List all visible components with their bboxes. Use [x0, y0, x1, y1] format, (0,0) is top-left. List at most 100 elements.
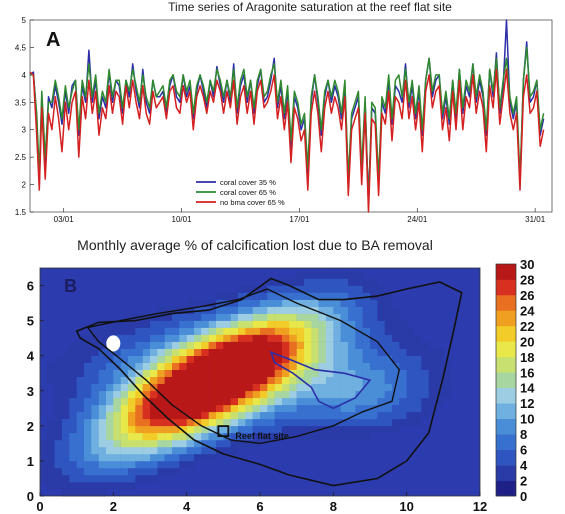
heat-cell	[340, 390, 349, 399]
heat-cell	[238, 327, 246, 335]
heat-cell	[252, 355, 261, 363]
heat-cell	[186, 404, 195, 413]
heat-cell	[76, 355, 85, 363]
heat-cell	[135, 383, 143, 392]
blue-contour	[269, 350, 372, 410]
heat-cell	[377, 299, 385, 307]
heat-cell	[208, 439, 217, 448]
heat-cell	[296, 306, 305, 314]
heat-cell	[370, 285, 378, 293]
heat-cell	[362, 278, 371, 286]
heat-cell	[267, 376, 275, 384]
colorbar-tick-label: 8	[520, 427, 527, 442]
heat-cell	[377, 313, 385, 321]
heat-cell	[348, 418, 356, 427]
heat-cell	[157, 425, 165, 434]
y-tick-label: 1.5	[15, 208, 27, 217]
heat-cell	[164, 460, 173, 469]
heat-cell	[98, 460, 107, 469]
heat-cell	[267, 425, 275, 434]
heat-cell	[201, 404, 209, 413]
heat-cell	[399, 362, 407, 370]
heat-cell	[223, 446, 231, 455]
heat-cell	[194, 383, 202, 392]
heat-cell	[142, 334, 151, 342]
heat-cell	[142, 439, 151, 448]
heat-cell	[230, 446, 239, 455]
heat-cell	[274, 320, 283, 328]
heat-cell	[230, 390, 239, 399]
heat-cell	[194, 397, 202, 406]
heat-cell	[150, 425, 158, 434]
heat-cell	[260, 397, 268, 406]
heat-cell	[76, 397, 85, 406]
heat-cell	[47, 439, 55, 448]
heat-cell	[194, 369, 202, 377]
heat-cell	[326, 299, 334, 307]
heat-cell	[186, 348, 195, 356]
heat-cell	[304, 397, 312, 406]
heat-cell	[91, 376, 99, 384]
heat-cell	[436, 348, 444, 356]
heat-cell	[340, 334, 349, 342]
heat-cell	[252, 411, 261, 420]
y-tick-label: 4	[22, 71, 27, 80]
heat-cell	[289, 299, 297, 307]
heat-cell	[238, 348, 246, 356]
heat-cell	[414, 355, 422, 363]
heat-cell	[238, 362, 246, 370]
heat-cell	[238, 320, 246, 328]
heat-cell	[260, 383, 268, 392]
heat-cell	[245, 390, 253, 399]
heat-cell	[252, 292, 261, 300]
heat-cell	[296, 313, 305, 321]
heat-cell	[296, 376, 305, 384]
heat-cell	[267, 390, 275, 399]
heat-cell	[318, 390, 327, 399]
heat-cell	[340, 432, 349, 441]
heat-cell	[106, 362, 114, 370]
heat-cell	[333, 390, 341, 399]
heat-cell	[267, 411, 275, 420]
heat-cell	[128, 397, 136, 406]
heat-cell	[267, 397, 275, 406]
heat-cell	[392, 390, 400, 399]
heat-cell	[47, 467, 55, 476]
series-line-3	[29, 68, 545, 213]
heat-cell	[230, 425, 239, 434]
heat-cell	[326, 411, 334, 420]
heat-cell	[384, 292, 393, 300]
heat-cell	[414, 390, 422, 399]
heat-cell	[150, 467, 158, 476]
heat-cell	[274, 362, 283, 370]
heat-cell	[150, 446, 158, 455]
heat-cell	[98, 376, 107, 384]
heat-cell	[150, 475, 158, 483]
heat-cell	[223, 390, 231, 399]
heat-cell	[304, 278, 312, 286]
heat-cell	[40, 446, 48, 455]
colorbar-tick-label: 16	[520, 365, 534, 380]
heat-cell	[333, 425, 341, 434]
heat-cell	[223, 313, 231, 321]
heat-cell	[392, 341, 400, 349]
heat-cell	[98, 355, 107, 363]
heat-cell	[84, 369, 92, 377]
heat-cell	[370, 390, 378, 399]
heat-cell	[304, 376, 312, 384]
heat-cell	[289, 278, 297, 286]
heat-cell	[208, 404, 217, 413]
heat-cell	[289, 341, 297, 349]
heat-cell	[348, 425, 356, 434]
heat-cell	[62, 418, 70, 427]
heat-cell	[370, 348, 378, 356]
heat-cell	[260, 341, 268, 349]
heat-cell	[289, 306, 297, 314]
heat-cell	[76, 439, 85, 448]
heat-cell	[326, 271, 334, 279]
heat-cell	[230, 306, 239, 314]
heat-cell	[340, 271, 349, 279]
heat-cell	[238, 376, 246, 384]
heat-cell	[106, 446, 114, 455]
heat-cell	[230, 334, 239, 342]
